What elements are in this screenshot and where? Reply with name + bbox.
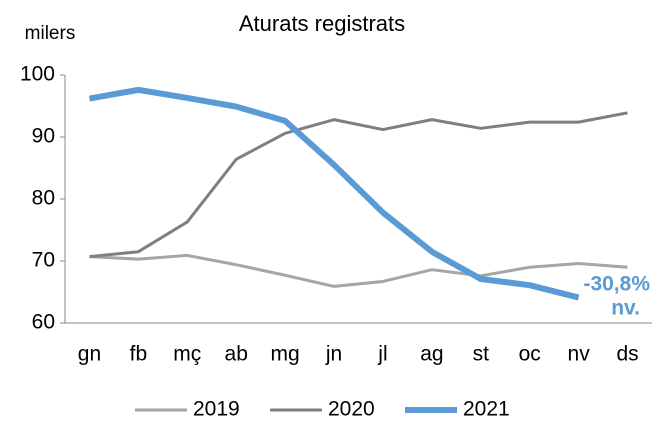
y-tick-label: 60: [32, 311, 55, 334]
line-series: [89, 253, 628, 288]
y-tick-label: 100: [20, 63, 55, 86]
y-axis-label: milers: [25, 23, 76, 44]
x-tick-label: ds: [616, 343, 638, 366]
legend-label: 2019: [193, 398, 240, 421]
line-series: [89, 111, 628, 259]
legend-label: 2021: [463, 398, 510, 421]
line-series: [88, 86, 580, 301]
x-tick-label: nv: [568, 343, 591, 366]
x-tick-label: st: [473, 343, 490, 366]
x-tick-label: mg: [271, 343, 300, 366]
x-tick-label: jl: [377, 343, 387, 366]
y-tick-label: 90: [32, 125, 55, 148]
y-tick-label: 70: [32, 249, 55, 272]
annotation: nv.: [611, 297, 640, 320]
y-tick-label: 80: [32, 187, 55, 210]
annotation: -30,8%: [583, 273, 650, 296]
x-tick-label: gn: [78, 343, 101, 366]
x-tick-label: jn: [325, 343, 342, 366]
x-tick-label: fb: [130, 343, 148, 366]
chart-title: Aturats registrats: [239, 11, 405, 36]
x-tick-label: mç: [173, 343, 201, 366]
x-tick-label: oc: [519, 343, 541, 366]
x-tick-label: ab: [225, 343, 248, 366]
x-tick-label: ag: [420, 343, 443, 366]
legend-label: 2020: [328, 398, 375, 421]
